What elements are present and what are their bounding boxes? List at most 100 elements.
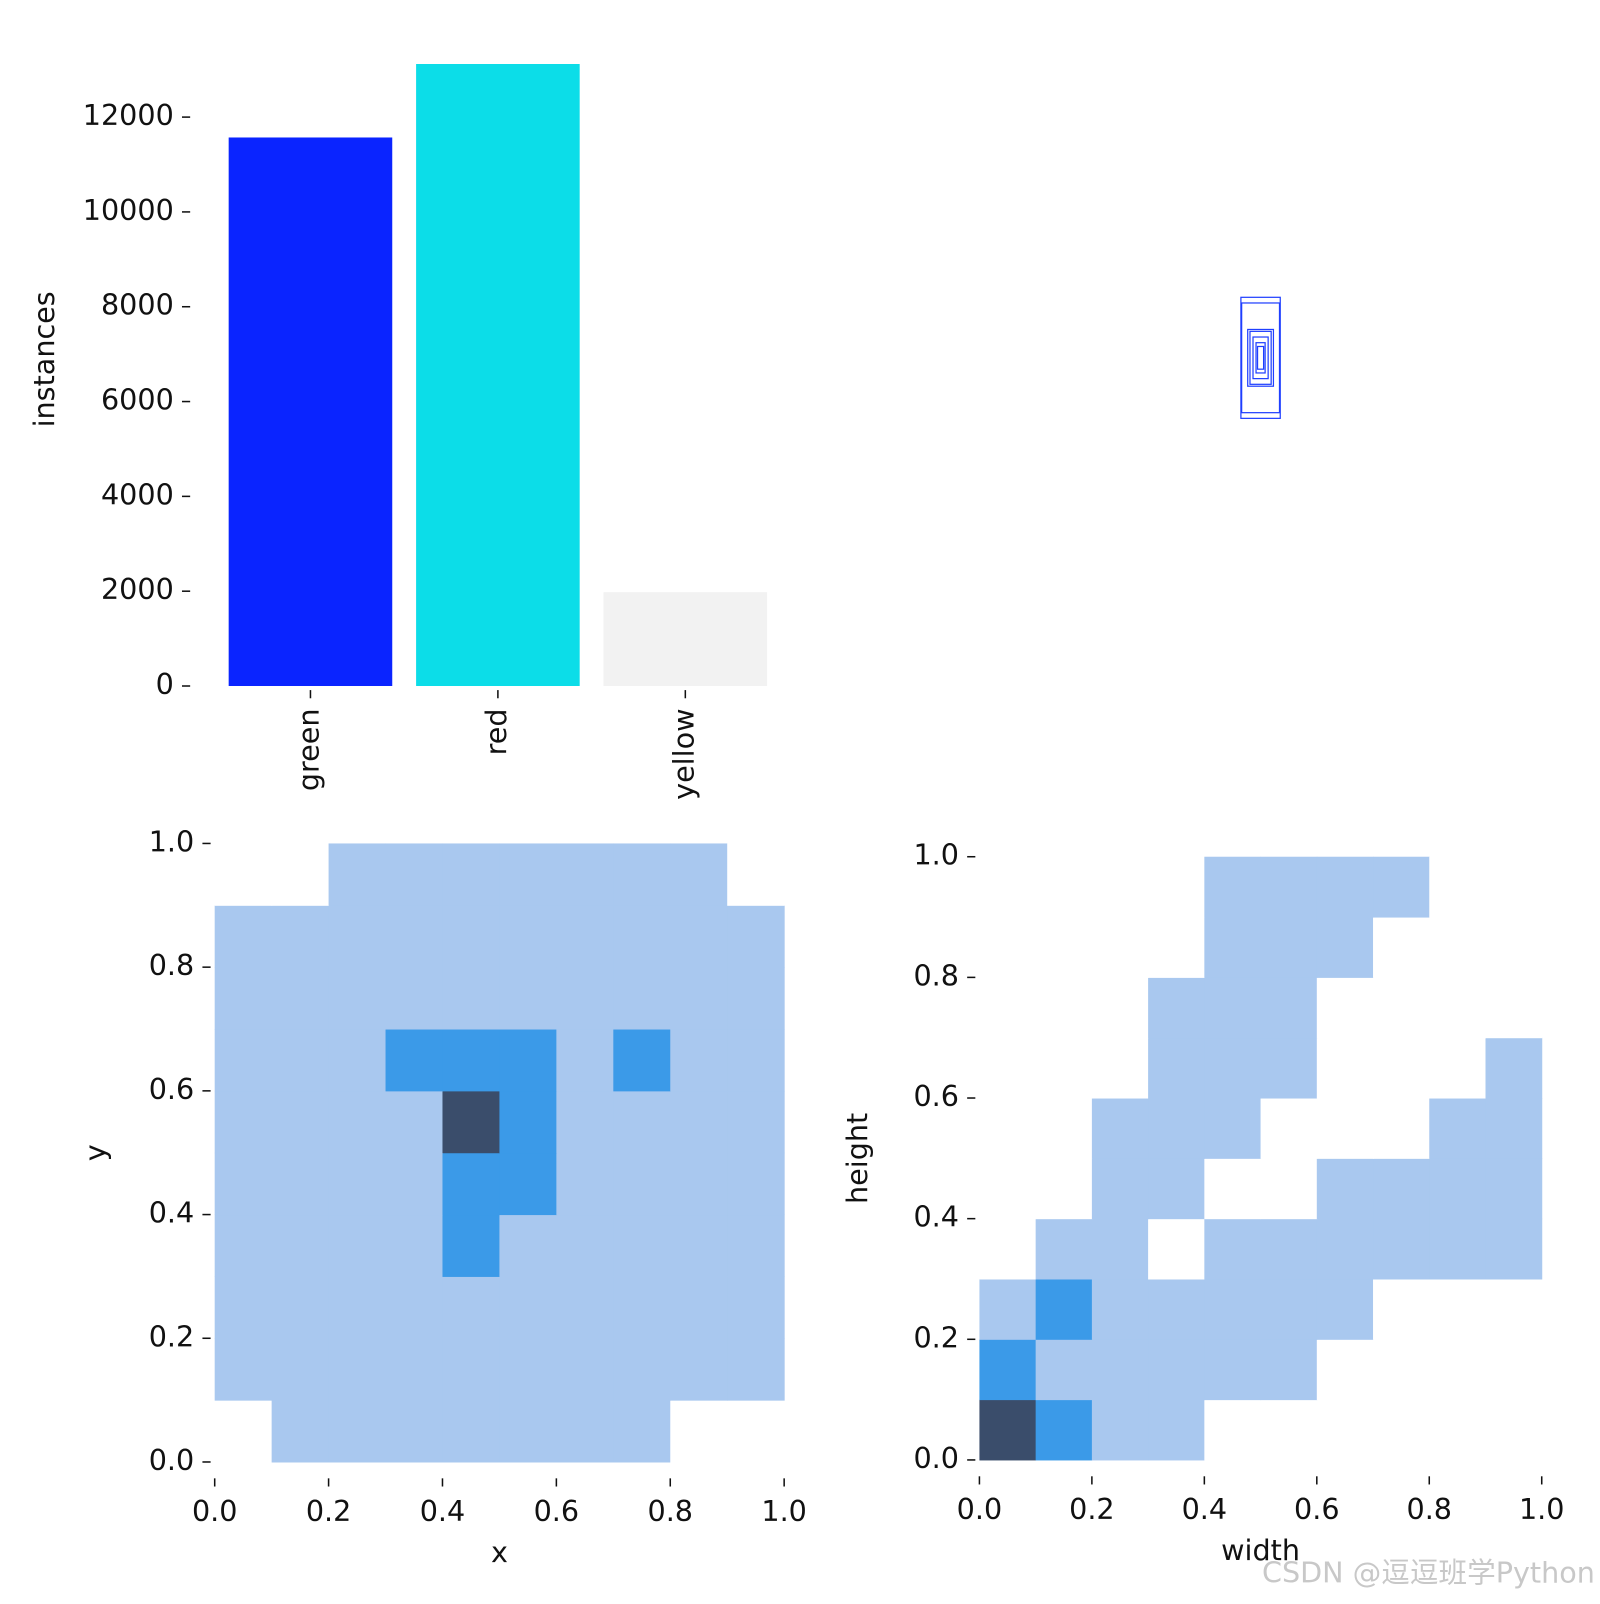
- heat-cell: [556, 1276, 614, 1339]
- heat-cell: [499, 967, 557, 1030]
- y-tick-label: 6000: [101, 383, 174, 417]
- heat-cell: [214, 1214, 273, 1277]
- heat-cell: [1485, 917, 1543, 978]
- y-tick-label: 0.8: [913, 958, 959, 992]
- heat-cell: [214, 905, 273, 968]
- heat-cell: [499, 1400, 557, 1463]
- heat-cell: [214, 843, 273, 906]
- heat-cell: [556, 1152, 614, 1216]
- heat-cell: [1035, 1158, 1093, 1220]
- heat-cell: [1091, 1037, 1149, 1099]
- heat-cell: [328, 1400, 387, 1463]
- heat-cell: [271, 1029, 330, 1092]
- heat-cell: [1316, 1158, 1374, 1220]
- label-box: [1252, 336, 1269, 380]
- y-tick-label: 0.0: [913, 1441, 959, 1475]
- heat-cell: [1485, 1037, 1543, 1099]
- heat-cell: [727, 1338, 785, 1401]
- label-box: [1256, 345, 1265, 370]
- label-box: [1255, 342, 1266, 374]
- watermark: CSDN @逗逗班学Python: [1262, 1555, 1595, 1589]
- heat-cell: [271, 1214, 330, 1277]
- heat-cell: [1148, 1399, 1205, 1461]
- heat-cell: [1373, 917, 1430, 978]
- heat-cell: [1035, 1399, 1093, 1461]
- heat-cell: [1035, 917, 1093, 978]
- heat-cell: [1148, 1278, 1205, 1340]
- heat-cell: [214, 1400, 273, 1463]
- heat-cell: [499, 1152, 557, 1216]
- heat-cell: [385, 1090, 443, 1154]
- heat-cell: [1091, 1339, 1149, 1401]
- heat-cell: [1429, 977, 1487, 1039]
- heat-cell: [1316, 1339, 1374, 1401]
- heat-cell: [979, 1158, 1037, 1220]
- y-tick-label: 0.8: [149, 948, 195, 982]
- heat-cell: [1091, 1278, 1149, 1340]
- heat-cell: [613, 1214, 671, 1277]
- heat-cell: [442, 1152, 500, 1216]
- heat-cell: [727, 905, 785, 968]
- heat-cell: [385, 1214, 443, 1277]
- heat-cell: [1035, 1098, 1093, 1159]
- heat-cell: [1148, 856, 1205, 918]
- heat-cell: [385, 1276, 443, 1339]
- heat-cell: [1485, 1218, 1543, 1280]
- x-axis-label: width: [1221, 1533, 1300, 1567]
- heat-cell: [328, 1090, 387, 1154]
- heat-cell: [271, 1152, 330, 1216]
- heat-cell: [499, 1214, 557, 1277]
- heat-cell: [499, 1090, 557, 1154]
- x-tick-label: green: [291, 708, 325, 791]
- heat-cell: [979, 917, 1037, 978]
- heat-cell: [1373, 1158, 1430, 1220]
- heat-cell: [1373, 1399, 1430, 1461]
- heat-cell: [556, 1090, 614, 1154]
- heat-cell: [1485, 1098, 1543, 1159]
- x-tick-label: 0.8: [648, 1494, 694, 1528]
- heat-cell: [1485, 1399, 1543, 1461]
- heat-cell: [271, 1400, 330, 1463]
- heat-cell: [1260, 977, 1318, 1039]
- heat-cell: [385, 967, 443, 1030]
- heat-cell: [328, 1338, 387, 1401]
- y-tick-label: 0.2: [149, 1319, 195, 1353]
- heat-cell: [1316, 977, 1374, 1039]
- heat-cell: [727, 1152, 785, 1216]
- heat-cell: [1035, 1339, 1093, 1401]
- heat-cell: [1316, 1218, 1374, 1280]
- heat-cell: [1316, 1399, 1374, 1461]
- heat-cell: [442, 967, 500, 1030]
- heat-cell: [1260, 856, 1318, 918]
- heat-cell: [1091, 1399, 1149, 1461]
- heat-cell: [1204, 917, 1262, 978]
- heat-cell: [1260, 1339, 1318, 1401]
- heat-cell: [271, 1276, 330, 1339]
- heat-cell: [385, 843, 443, 906]
- heat-cell: [1035, 1278, 1093, 1340]
- heat-cell: [1373, 977, 1430, 1039]
- heat-cell: [328, 967, 387, 1030]
- heat-cell: [556, 1214, 614, 1277]
- heat-cell: [1204, 1218, 1262, 1280]
- heat-cell: [1485, 977, 1543, 1039]
- heat-cell: [1260, 1037, 1318, 1099]
- x-tick-label: 0.0: [192, 1494, 238, 1528]
- x-tick-label: red: [479, 708, 513, 755]
- heat-cell: [1204, 977, 1262, 1039]
- heat-cell: [271, 1090, 330, 1154]
- heat-cell: [1429, 1339, 1487, 1401]
- heat-cell: [1429, 1037, 1487, 1099]
- heat-cell: [613, 905, 671, 968]
- heat-cell: [1091, 1098, 1149, 1159]
- heat-cell: [670, 1276, 728, 1339]
- heat-cell: [442, 843, 500, 906]
- heat-cell: [214, 967, 273, 1030]
- heat-cell: [1148, 1098, 1205, 1159]
- heat-cell: [979, 1218, 1037, 1280]
- heat-cell: [442, 1090, 500, 1154]
- x-tick-label: 0.4: [1182, 1492, 1227, 1526]
- heat-cell: [385, 1152, 443, 1216]
- x-tick-label: 0.6: [1294, 1492, 1339, 1526]
- heat-cell: [1260, 1158, 1318, 1220]
